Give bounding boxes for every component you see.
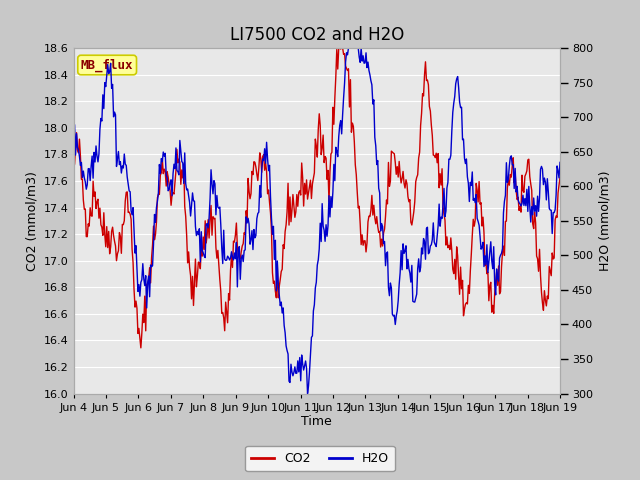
Title: LI7500 CO2 and H2O: LI7500 CO2 and H2O xyxy=(230,25,404,44)
Legend: CO2, H2O: CO2, H2O xyxy=(245,446,395,471)
Y-axis label: H2O (mmol/m3): H2O (mmol/m3) xyxy=(598,170,611,271)
Y-axis label: CO2 (mmol/m3): CO2 (mmol/m3) xyxy=(26,171,38,271)
X-axis label: Time: Time xyxy=(301,415,332,429)
Text: MB_flux: MB_flux xyxy=(81,59,133,72)
